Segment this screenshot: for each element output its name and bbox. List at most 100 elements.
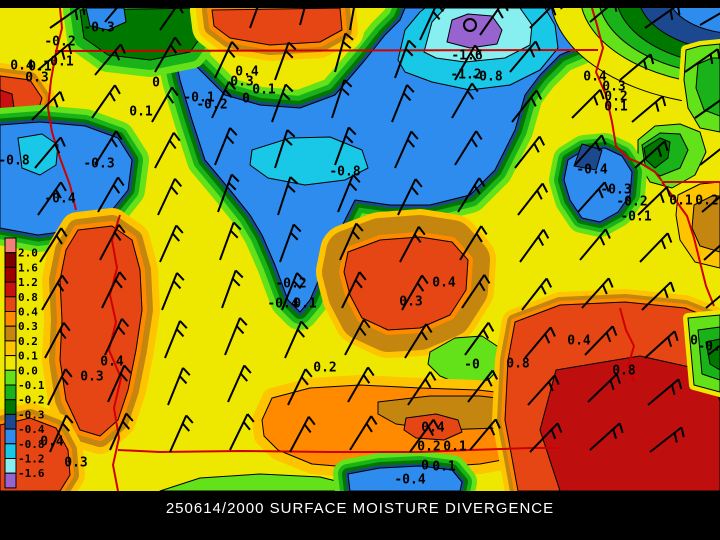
barb-feather: [60, 227, 68, 238]
wind-barb: [224, 317, 248, 356]
contour-label: -0.2: [44, 35, 75, 50]
colorbar-segment: [4, 252, 17, 268]
barb-feather: [289, 176, 299, 185]
barb-feather: [64, 368, 73, 378]
wind-barb: [99, 224, 126, 261]
contour-label: 0.1: [432, 460, 456, 475]
barb-feather: [117, 224, 126, 234]
barb-staff: [37, 181, 62, 216]
barb-feather: [118, 271, 127, 281]
wind-barb: [409, 419, 440, 453]
barb-staff: [99, 224, 120, 261]
wind-barb: [394, 130, 419, 169]
contour-region-purple-core-top: [446, 13, 503, 49]
wind-barb: [454, 44, 482, 81]
barb-staff: [699, 148, 720, 166]
barb-staff: [159, 8, 177, 31]
barb-feather: [432, 11, 441, 21]
barb-staff: [229, 413, 249, 451]
barb-staff: [631, 95, 664, 123]
colorbar-label: -0.1: [18, 379, 45, 392]
barb-feather: [497, 8, 504, 19]
barb-feather: [123, 364, 132, 374]
barb-feather: [677, 8, 681, 16]
wind-barb: [341, 271, 367, 309]
wind-barb: [154, 132, 181, 169]
barb-staff: [517, 182, 544, 216]
contour-label: -0.4: [394, 473, 425, 488]
barb-feather: [673, 432, 678, 443]
barb-staff: [104, 8, 119, 23]
barb-staff: [109, 413, 128, 451]
station-circle-marker: [463, 18, 477, 32]
barb-feather: [109, 91, 116, 102]
contour-region-tr-band-blue: [671, 8, 720, 33]
barb-feather: [347, 126, 357, 136]
barb-feather: [544, 333, 551, 344]
barb-feather: [667, 336, 673, 347]
barb-staff: [584, 325, 614, 356]
barb-feather: [342, 41, 352, 50]
wind-barb: [214, 127, 238, 166]
contour-label: -0.1: [42, 55, 73, 70]
contour-label: 0.4: [10, 59, 34, 74]
barb-feather: [404, 47, 414, 57]
colorbar-segment: [4, 325, 17, 342]
barb-feather: [425, 323, 433, 334]
wind-barb: [211, 81, 237, 119]
barb-staff: [44, 322, 65, 359]
barb-staff: [221, 270, 237, 309]
contour-label: -0.2: [697, 340, 720, 355]
wind-barb: [707, 344, 720, 356]
barb-feather: [227, 181, 237, 191]
barb-feather: [62, 322, 71, 332]
wind-barb: [164, 320, 188, 359]
barb-feather: [505, 8, 509, 12]
barb-feather: [235, 325, 245, 335]
barb-staff: [461, 274, 486, 309]
wind-barb: [527, 374, 560, 406]
barb-staff: [101, 271, 121, 309]
wind-barb: [39, 227, 68, 263]
barb-feather: [480, 225, 488, 236]
barb-feather: [174, 36, 182, 47]
barb-feather: [420, 330, 428, 341]
wind-barb: [169, 414, 194, 453]
barb-feather: [358, 271, 367, 281]
barb-feather: [354, 279, 363, 289]
colorbar-segment: [4, 458, 17, 474]
barb-staff: [701, 195, 720, 213]
barb-staff: [49, 415, 68, 453]
barb-feather: [231, 41, 240, 51]
wind-barb: [271, 83, 294, 123]
contour-label: -0.1: [183, 91, 214, 106]
barb-feather: [112, 184, 121, 194]
wind-barb: [31, 91, 65, 121]
barb-feather: [176, 272, 185, 281]
wind-barb: [277, 176, 299, 216]
barb-staff: [647, 378, 680, 406]
barb-feather: [117, 176, 125, 187]
wind-barb: [509, 40, 541, 73]
barb-feather: [74, 9, 79, 21]
contour-region-left-blue-cyan-core: [17, 133, 59, 176]
barb-feather: [182, 367, 191, 376]
barb-staff: [634, 140, 666, 169]
barb-feather: [60, 181, 67, 192]
barb-staff: [161, 272, 178, 311]
barb-feather: [113, 231, 122, 242]
wind-barb: [459, 225, 488, 261]
barb-feather: [600, 134, 607, 145]
barb-staff: [644, 330, 676, 359]
contour-label: 0.3: [230, 75, 253, 90]
barb-feather: [417, 226, 426, 236]
wind-barb: [514, 135, 546, 169]
barb-feather: [348, 182, 358, 192]
barb-feather: [432, 419, 440, 429]
barb-feather: [227, 49, 236, 59]
barb-feather: [612, 428, 618, 439]
barb-feather: [663, 140, 669, 152]
wind-barb: [479, 8, 509, 36]
colorbar-segment: [4, 384, 17, 401]
barb-feather: [171, 86, 179, 97]
